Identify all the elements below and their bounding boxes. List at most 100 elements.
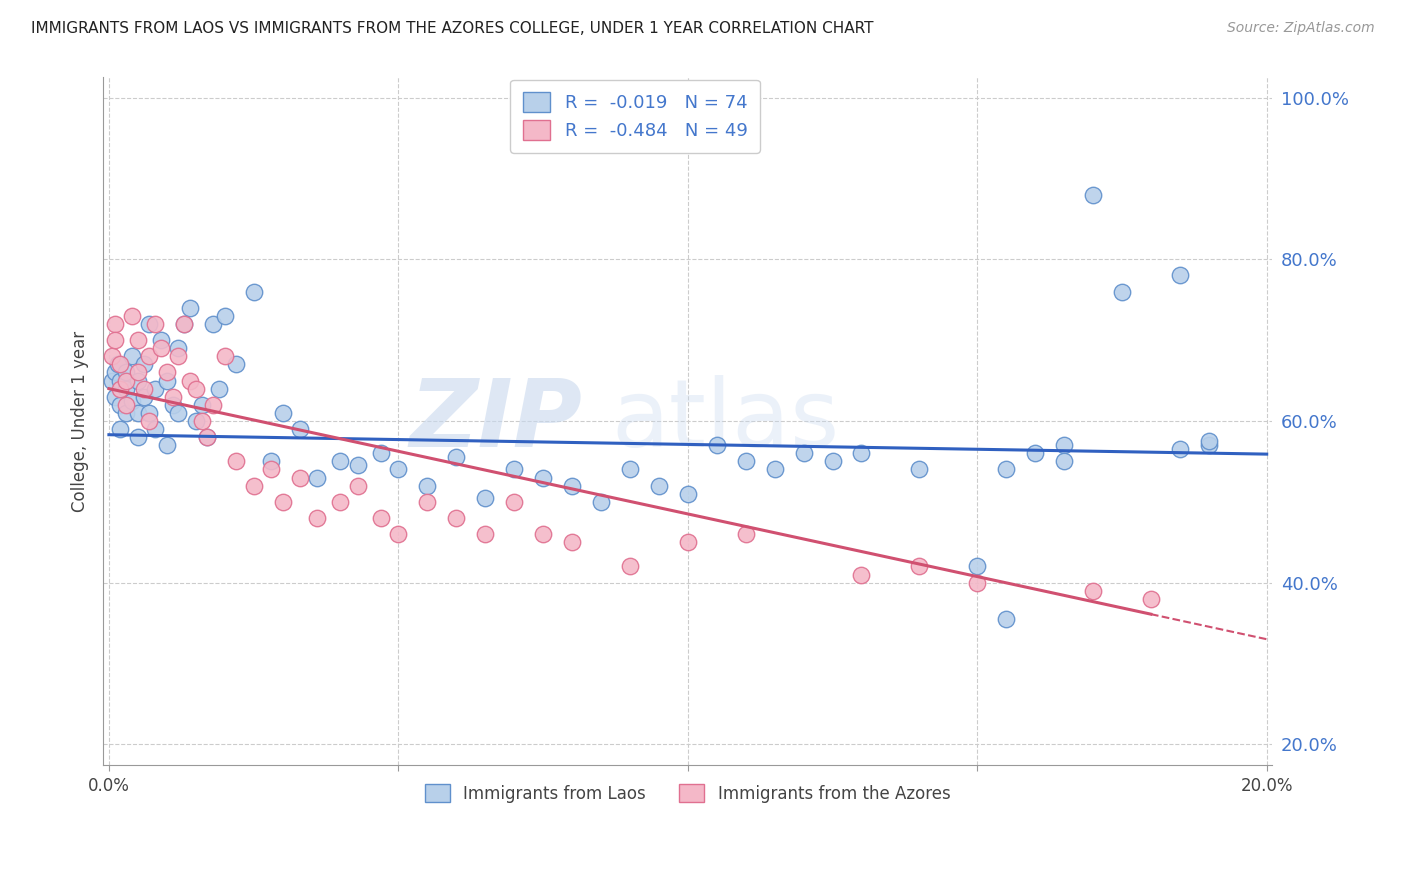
Point: [242, 478, 264, 492]
Point: [474, 527, 496, 541]
Point: [101, 374, 124, 388]
Point: [167, 406, 190, 420]
Point: [190, 398, 212, 412]
Point: [195, 430, 218, 444]
Point: [121, 393, 143, 408]
Point: [734, 454, 756, 468]
Point: [202, 398, 225, 412]
Point: [1111, 285, 1133, 299]
Text: atlas: atlas: [612, 375, 839, 467]
Point: [851, 567, 873, 582]
Point: [1168, 268, 1191, 283]
Point: [214, 309, 236, 323]
Point: [184, 382, 207, 396]
Point: [110, 358, 132, 372]
Point: [143, 317, 166, 331]
Point: [132, 382, 155, 396]
Point: [1140, 591, 1163, 606]
Legend: Immigrants from Laos, Immigrants from the Azores: Immigrants from Laos, Immigrants from th…: [413, 772, 962, 814]
Point: [156, 374, 179, 388]
Point: [763, 462, 786, 476]
Point: [561, 535, 583, 549]
Point: [503, 462, 526, 476]
Point: [370, 511, 392, 525]
Point: [1053, 454, 1076, 468]
Point: [908, 462, 931, 476]
Point: [107, 358, 129, 372]
Point: [370, 446, 392, 460]
Point: [908, 559, 931, 574]
Point: [416, 478, 439, 492]
Point: [734, 527, 756, 541]
Point: [104, 317, 127, 331]
Point: [271, 406, 294, 420]
Point: [195, 430, 218, 444]
Point: [190, 414, 212, 428]
Point: [179, 301, 201, 315]
Point: [561, 478, 583, 492]
Point: [347, 458, 370, 473]
Point: [156, 438, 179, 452]
Point: [966, 575, 988, 590]
Point: [260, 454, 283, 468]
Point: [676, 535, 699, 549]
Point: [307, 470, 329, 484]
Point: [1024, 446, 1046, 460]
Point: [387, 462, 409, 476]
Point: [167, 341, 190, 355]
Point: [104, 333, 127, 347]
Point: [104, 366, 127, 380]
Point: [138, 414, 160, 428]
Point: [208, 382, 231, 396]
Point: [143, 422, 166, 436]
Point: [104, 390, 127, 404]
Point: [132, 358, 155, 372]
Point: [995, 462, 1018, 476]
Point: [138, 317, 160, 331]
Point: [648, 478, 671, 492]
Point: [676, 487, 699, 501]
Point: [173, 317, 195, 331]
Point: [110, 374, 132, 388]
Point: [446, 450, 468, 465]
Y-axis label: College, Under 1 year: College, Under 1 year: [72, 330, 89, 511]
Point: [150, 333, 173, 347]
Point: [115, 366, 138, 380]
Point: [531, 470, 554, 484]
Point: [110, 382, 132, 396]
Point: [127, 430, 149, 444]
Point: [115, 382, 138, 396]
Point: [162, 390, 184, 404]
Point: [347, 478, 370, 492]
Point: [115, 374, 138, 388]
Point: [214, 349, 236, 363]
Point: [1198, 434, 1220, 449]
Point: [225, 358, 247, 372]
Point: [110, 398, 132, 412]
Point: [619, 462, 641, 476]
Point: [121, 309, 143, 323]
Point: [1053, 438, 1076, 452]
Point: [115, 398, 138, 412]
Point: [121, 349, 143, 363]
Point: [446, 511, 468, 525]
Text: ZIP: ZIP: [409, 375, 582, 467]
Point: [387, 527, 409, 541]
Point: [225, 454, 247, 468]
Point: [110, 422, 132, 436]
Point: [202, 317, 225, 331]
Point: [706, 438, 728, 452]
Point: [184, 414, 207, 428]
Point: [307, 511, 329, 525]
Point: [127, 366, 149, 380]
Point: [329, 495, 352, 509]
Point: [138, 349, 160, 363]
Point: [173, 317, 195, 331]
Point: [329, 454, 352, 468]
Point: [127, 406, 149, 420]
Point: [416, 495, 439, 509]
Point: [162, 398, 184, 412]
Point: [179, 374, 201, 388]
Point: [288, 470, 311, 484]
Point: [821, 454, 844, 468]
